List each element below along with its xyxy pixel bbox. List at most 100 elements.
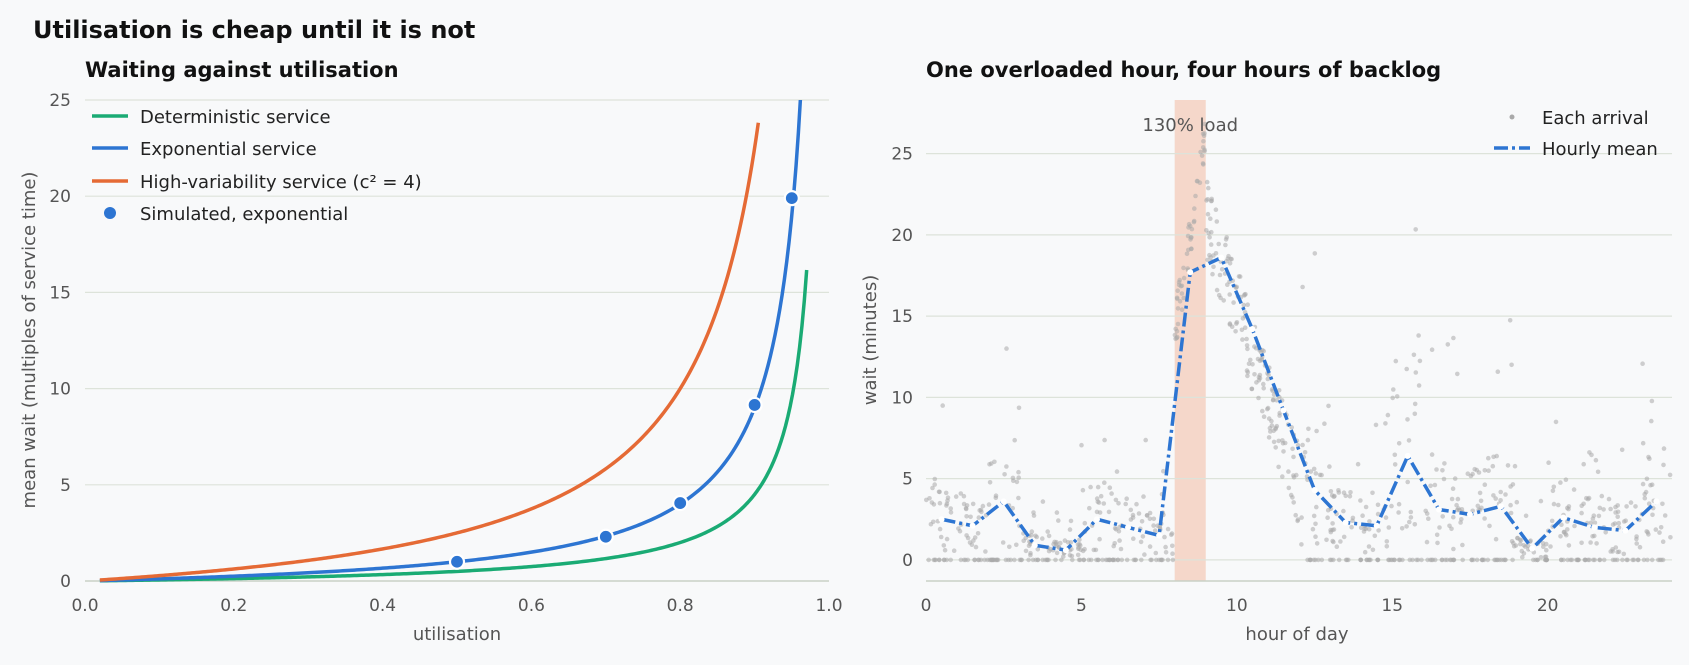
arrival-point: [1594, 541, 1599, 546]
arrival-point: [1176, 282, 1182, 288]
arrival-point: [1482, 468, 1488, 473]
arrival-point: [1649, 418, 1654, 424]
arrival-point: [1302, 450, 1308, 455]
arrival-point: [1210, 271, 1215, 277]
arrival-point: [1559, 522, 1564, 527]
arrival-point: [1640, 440, 1646, 446]
arrival-point: [1114, 469, 1120, 474]
arrival-point: [1375, 557, 1380, 563]
arrival-point: [1088, 557, 1094, 563]
arrival-point: [1660, 539, 1666, 544]
arrival-point: [1513, 543, 1519, 548]
arrival-point: [932, 482, 937, 487]
arrival-point: [1474, 467, 1480, 473]
arrival-point: [1062, 538, 1068, 543]
arrival-point: [1430, 557, 1436, 563]
arrival-point: [1412, 401, 1418, 407]
arrival-point: [1553, 419, 1559, 425]
arrival-point: [1018, 557, 1024, 563]
arrival-point: [1217, 272, 1223, 278]
arrival-point: [1179, 291, 1185, 296]
arrival-point: [1213, 251, 1219, 256]
arrival-point: [1314, 428, 1319, 434]
arrival-point: [1310, 526, 1316, 532]
arrival-point: [1616, 549, 1622, 555]
arrival-point: [1646, 454, 1651, 460]
arrival-point: [1475, 503, 1481, 509]
arrival-point: [1300, 284, 1305, 290]
legend-label-deterministic: Deterministic service: [140, 107, 331, 128]
hourly-mean-marker: [1653, 498, 1660, 505]
right-chart: One overloaded hour, four hours of backl…: [860, 58, 1673, 645]
arrival-point: [942, 547, 948, 553]
left-y-axis-label: mean wait (multiples of service time): [19, 172, 40, 509]
arrival-point: [1396, 501, 1402, 507]
arrival-point: [932, 476, 938, 482]
arrival-point: [1348, 490, 1353, 495]
hourly-mean-marker: [1342, 519, 1349, 526]
arrival-point: [1394, 394, 1400, 399]
arrival-point: [1660, 501, 1665, 507]
left-legend: Deterministic service Exponential servic…: [92, 107, 422, 225]
arrival-point: [1375, 511, 1381, 517]
arrival-point: [1300, 442, 1305, 448]
arrival-point: [1391, 387, 1396, 392]
arrival-point: [1440, 557, 1445, 563]
arrival-point: [1294, 472, 1299, 478]
arrival-point: [1458, 520, 1463, 525]
left-y-tick-label: 0: [60, 572, 71, 592]
hourly-mean-marker: [1373, 522, 1380, 529]
arrival-point: [1170, 551, 1175, 556]
arrival-point: [1482, 516, 1487, 521]
arrival-point: [1093, 547, 1099, 553]
arrival-point: [1585, 496, 1591, 502]
arrival-point: [1645, 557, 1650, 563]
legend-label-each-arrival: Each arrival: [1542, 108, 1649, 129]
arrival-point: [1259, 356, 1265, 362]
arrival-point: [1330, 521, 1335, 526]
arrival-point: [1162, 534, 1167, 540]
arrival-point: [1028, 552, 1033, 558]
arrival-point: [1117, 538, 1122, 543]
arrival-point: [1373, 422, 1379, 428]
arrival-point: [1004, 346, 1009, 351]
arrival-point: [1327, 464, 1332, 469]
arrival-point: [1131, 536, 1136, 541]
arrival-point: [1102, 437, 1107, 443]
arrival-point: [1291, 500, 1296, 505]
left-x-tick-label: 0.0: [71, 596, 98, 616]
arrival-point: [1376, 528, 1381, 533]
right-legend: Each arrival Hourly mean: [1494, 108, 1658, 160]
arrival-point: [980, 503, 986, 509]
arrival-point: [1153, 550, 1159, 556]
arrival-point: [1428, 483, 1433, 489]
arrival-point: [1286, 485, 1292, 491]
arrival-point: [1045, 529, 1050, 534]
arrival-point: [1544, 557, 1549, 563]
arrival-point: [1660, 557, 1666, 563]
left-series-lines: [99, 100, 809, 583]
arrival-point: [1266, 435, 1272, 440]
arrival-point: [1110, 557, 1116, 563]
arrival-point: [1429, 452, 1435, 457]
arrival-point: [1040, 499, 1046, 504]
arrival-point: [1399, 526, 1405, 531]
arrival-point: [1124, 557, 1130, 563]
arrival-point: [1328, 529, 1334, 535]
arrival-point: [1068, 518, 1074, 524]
arrival-point: [1313, 557, 1318, 563]
arrival-point: [1034, 534, 1039, 540]
arrival-point: [1452, 476, 1458, 481]
arrival-point: [1199, 153, 1205, 158]
arrival-point: [1568, 557, 1573, 563]
arrival-point: [976, 557, 982, 563]
arrival-point: [1358, 557, 1364, 563]
arrival-point: [1189, 235, 1194, 240]
arrival-point: [1375, 502, 1381, 508]
arrival-point: [1299, 542, 1304, 547]
arrival-point: [1170, 557, 1176, 563]
arrival-point: [1538, 555, 1544, 560]
legend-label-simulated: Simulated, exponential: [140, 204, 348, 225]
arrival-point: [944, 501, 950, 507]
arrival-point: [1010, 505, 1015, 511]
